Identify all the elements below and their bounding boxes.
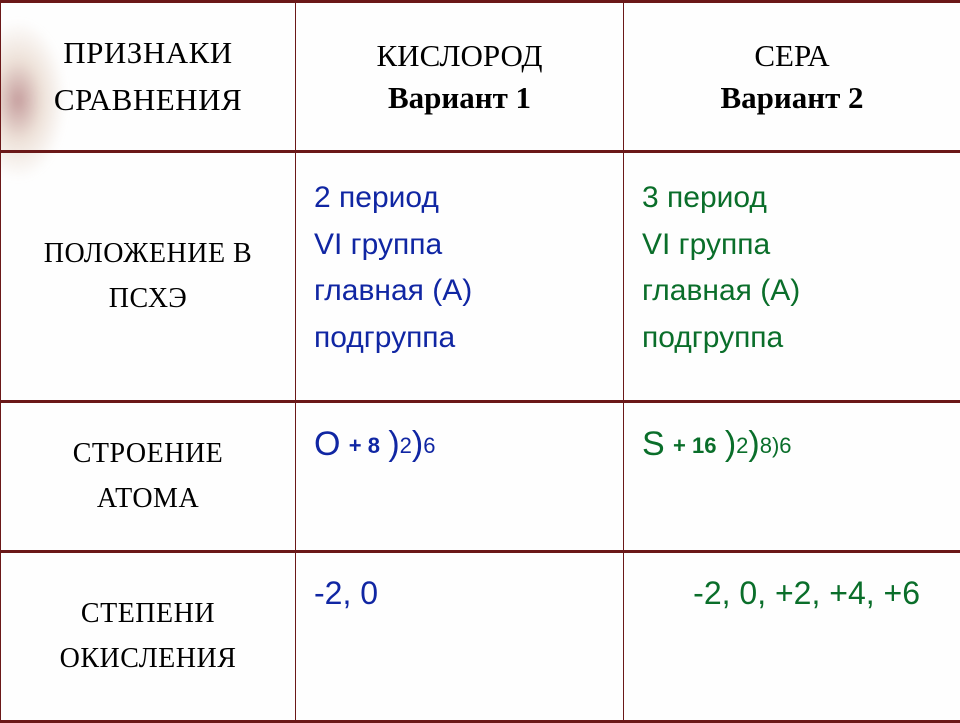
- sul-shell2: 8)6: [760, 433, 792, 458]
- position-label-cell: ПОЛОЖЕНИЕ В ПСХЭ: [1, 152, 296, 402]
- comparison-table: ПРИЗНАКИ СРАВНЕНИЯ КИСЛОРОД Вариант 1 СЕ…: [0, 0, 960, 723]
- atom-label-line1: СТРОЕНИЕ: [73, 438, 224, 469]
- header-sulfur-name: СЕРА: [642, 38, 942, 74]
- oxy-pos-line3: главная (А): [314, 274, 472, 307]
- table-header-row: ПРИЗНАКИ СРАВНЕНИЯ КИСЛОРОД Вариант 1 СЕ…: [1, 2, 960, 152]
- atom-label: СТРОЕНИЕ АТОМА: [19, 432, 277, 522]
- row-oxidation-states: СТЕПЕНИ ОКИСЛЕНИЯ -2, 0 -2, 0, +2, +4, +…: [1, 552, 960, 722]
- header-label-cell: ПРИЗНАКИ СРАВНЕНИЯ: [1, 2, 296, 152]
- header-sulfur-cell: СЕРА Вариант 2: [624, 2, 960, 152]
- paren-icon: ): [412, 425, 423, 463]
- atom-sulfur-cell: S + 16 )2)8)6: [624, 402, 960, 552]
- paren-icon: ): [725, 425, 736, 463]
- position-label-line2: ПСХЭ: [109, 283, 188, 314]
- oxid-label-line1: СТЕПЕНИ: [81, 598, 215, 629]
- oxy-shell1: 2: [400, 433, 412, 458]
- sul-pos-line1: 3 период: [642, 181, 767, 214]
- position-label: ПОЛОЖЕНИЕ В ПСХЭ: [19, 232, 277, 322]
- oxid-label-line2: ОКИСЛЕНИЯ: [60, 643, 237, 674]
- header-label-line1: ПРИЗНАКИ: [63, 35, 232, 70]
- oxy-charge: + 8: [349, 433, 380, 458]
- atom-sulfur-formula: S + 16 )2)8)6: [642, 425, 942, 464]
- position-label-line1: ПОЛОЖЕНИЕ В: [44, 238, 252, 269]
- sul-symbol: S: [642, 425, 665, 463]
- position-sulfur-text: 3 период VI группа главная (А) подгруппа: [642, 175, 942, 361]
- oxid-label: СТЕПЕНИ ОКИСЛЕНИЯ: [19, 592, 277, 682]
- atom-oxygen-formula: O + 8 )2)6: [314, 425, 605, 464]
- header-label-line2: СРАВНЕНИЯ: [54, 82, 242, 117]
- header-sulfur-variant: Вариант 2: [642, 80, 942, 116]
- oxy-shell2: 6: [423, 433, 435, 458]
- sul-shell1: 2: [736, 433, 748, 458]
- sul-pos-line4: подгруппа: [642, 321, 783, 354]
- sul-pos-line3: главная (А): [642, 274, 800, 307]
- sul-pos-line2: VI группа: [642, 228, 770, 261]
- oxid-oxygen-value: -2, 0: [314, 575, 605, 612]
- row-atom-structure: СТРОЕНИЕ АТОМА O + 8 )2)6 S + 16 )2)8)6: [1, 402, 960, 552]
- oxy-symbol: O: [314, 425, 340, 463]
- position-sulfur-cell: 3 период VI группа главная (А) подгруппа: [624, 152, 960, 402]
- oxy-pos-line2: VI группа: [314, 228, 442, 261]
- oxid-oxygen-cell: -2, 0: [296, 552, 624, 722]
- paren-icon: ): [388, 425, 399, 463]
- oxid-sulfur-value: -2, 0, +2, +4, +6: [642, 575, 920, 612]
- atom-label-line2: АТОМА: [97, 483, 199, 514]
- header-oxygen-cell: КИСЛОРОД Вариант 1: [296, 2, 624, 152]
- oxy-pos-line4: подгруппа: [314, 321, 455, 354]
- oxy-pos-line1: 2 период: [314, 181, 439, 214]
- atom-oxygen-cell: O + 8 )2)6: [296, 402, 624, 552]
- position-oxygen-cell: 2 период VI группа главная (А) подгруппа: [296, 152, 624, 402]
- oxid-sulfur-cell: -2, 0, +2, +4, +6: [624, 552, 960, 722]
- header-oxygen-name: КИСЛОРОД: [314, 38, 605, 74]
- header-oxygen-variant: Вариант 1: [314, 80, 605, 116]
- paren-icon: ): [748, 425, 759, 463]
- position-oxygen-text: 2 период VI группа главная (А) подгруппа: [314, 175, 605, 361]
- row-position: ПОЛОЖЕНИЕ В ПСХЭ 2 период VI группа глав…: [1, 152, 960, 402]
- oxid-label-cell: СТЕПЕНИ ОКИСЛЕНИЯ: [1, 552, 296, 722]
- atom-label-cell: СТРОЕНИЕ АТОМА: [1, 402, 296, 552]
- header-label: ПРИЗНАКИ СРАВНЕНИЯ: [19, 30, 277, 123]
- sul-charge: + 16: [673, 433, 716, 458]
